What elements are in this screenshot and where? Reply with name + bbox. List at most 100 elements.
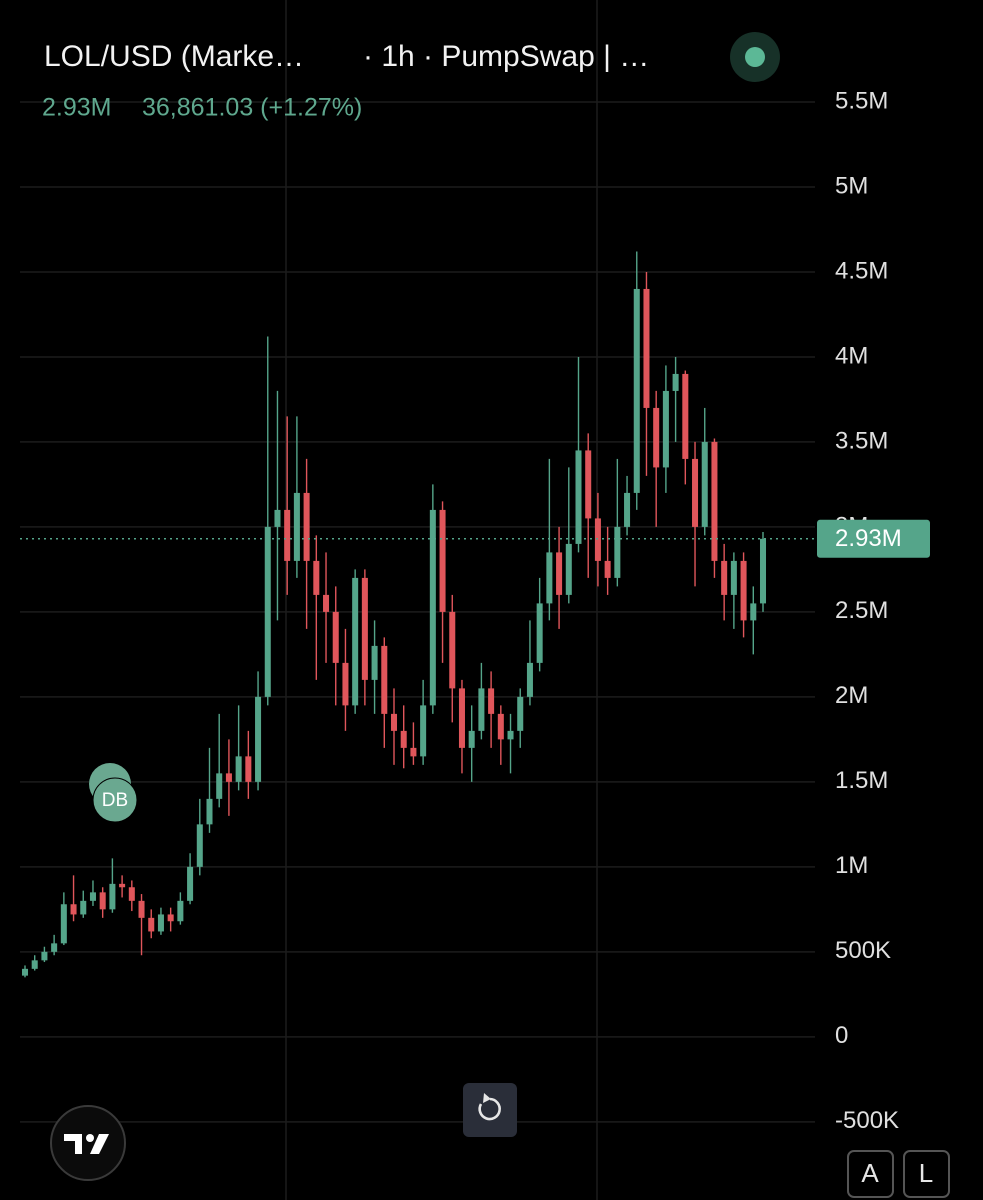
candle-body [730,560,737,595]
candle-body [759,538,767,604]
candle-body [51,943,58,952]
candle-body [138,900,145,918]
candle-body [264,526,271,697]
candle-body [682,373,689,459]
candle-body [458,688,465,748]
candle-body [497,713,504,740]
candle-body [167,914,174,922]
y-axis: 5.5M5M4.5M4M3.5M3M2.5M2M1.5M1M500K0-500K… [20,87,930,1134]
candle-body [361,577,368,680]
change: 36,861.03 (+1.27%) [142,94,362,122]
candle-body [216,773,223,799]
logo-circle [50,1105,126,1181]
candle-body [31,960,38,969]
y-tick-label: 5M [835,172,868,199]
candle-body [119,883,126,888]
candle-body [323,594,330,612]
candle-body [410,747,417,757]
y-tick-label: 1.5M [835,767,888,794]
reset-icon [478,1097,501,1121]
logo-shape [64,1134,82,1154]
candle-body [245,756,252,782]
y-tick-label: -500K [835,1107,899,1134]
candle-body [420,705,427,757]
log-button-label: L [919,1158,933,1188]
candle-body [400,730,407,748]
y-tick-label: 2.5M [835,597,888,624]
candle-body [177,900,184,922]
candle-body [332,611,339,663]
candle-body [439,509,446,612]
candle-body [429,509,436,706]
reset-button[interactable] [463,1083,517,1137]
candle-body [206,798,213,825]
candles [21,251,767,978]
candle-body [148,917,155,932]
candle-body [352,577,359,706]
candle-body [21,968,29,976]
logo-shape [86,1134,94,1142]
candle-body [255,696,262,782]
auto-button-label: A [861,1158,879,1188]
y-tick-label: 5.5M [835,87,888,114]
candle-body [128,887,135,901]
candle-body [633,288,640,493]
y-tick-label: 0 [835,1022,848,1049]
marker-label: DB [102,790,128,811]
candle-body [594,518,601,561]
y-tick-label: 3.5M [835,427,888,454]
log-button[interactable] [903,1150,950,1198]
candle-body [556,552,563,595]
marker[interactable] [92,777,138,823]
candle-body [662,390,669,468]
candle-body [157,914,164,932]
candle-body [585,450,592,519]
candle-body [225,773,232,782]
y-tick-label: 2M [835,682,868,709]
candle-body [274,509,281,527]
y-tick-label: 4M [835,342,868,369]
candle-body [468,730,475,748]
candle-body [80,900,87,915]
candle-body [653,407,660,468]
candle-body [381,645,388,714]
candle-body [99,892,106,910]
candle-body [643,288,650,408]
candle-body [390,713,398,731]
candle-body [41,951,48,961]
last-price-label: 2.93M [835,525,902,552]
last-price-box [817,519,930,558]
candle-body [546,552,553,604]
candle-body [478,688,485,731]
chart-meta: · 1h · PumpSwap | … [363,40,649,73]
candle-body [750,603,757,621]
candle-body [235,756,242,782]
candle-body [536,603,543,663]
candle-body [565,543,572,595]
candle-body [371,645,378,680]
y-tick-label: 500K [835,937,891,964]
candle-body [614,526,621,578]
y-tick-label: 4.5M [835,257,888,284]
grid [20,0,815,1200]
candle-body [692,458,699,527]
y-tick-label: 1M [835,852,868,879]
candle-body [517,696,524,731]
reset-button-bg [463,1083,517,1137]
candle-body [284,509,291,561]
candle-body [109,883,116,910]
candle-body [196,824,203,867]
candle-body [526,662,533,697]
logo[interactable] [50,1105,126,1181]
candle-body [488,688,495,714]
candle-body [604,560,611,578]
chart-title: LOL/USD (Marke… [44,40,304,73]
candle-body [721,560,728,595]
candle-body [303,492,310,561]
candle-body [293,492,300,561]
candle-body [507,730,514,740]
candle-body [70,904,77,915]
last-value: 2.93M [42,94,111,122]
auto-button[interactable] [847,1150,894,1198]
